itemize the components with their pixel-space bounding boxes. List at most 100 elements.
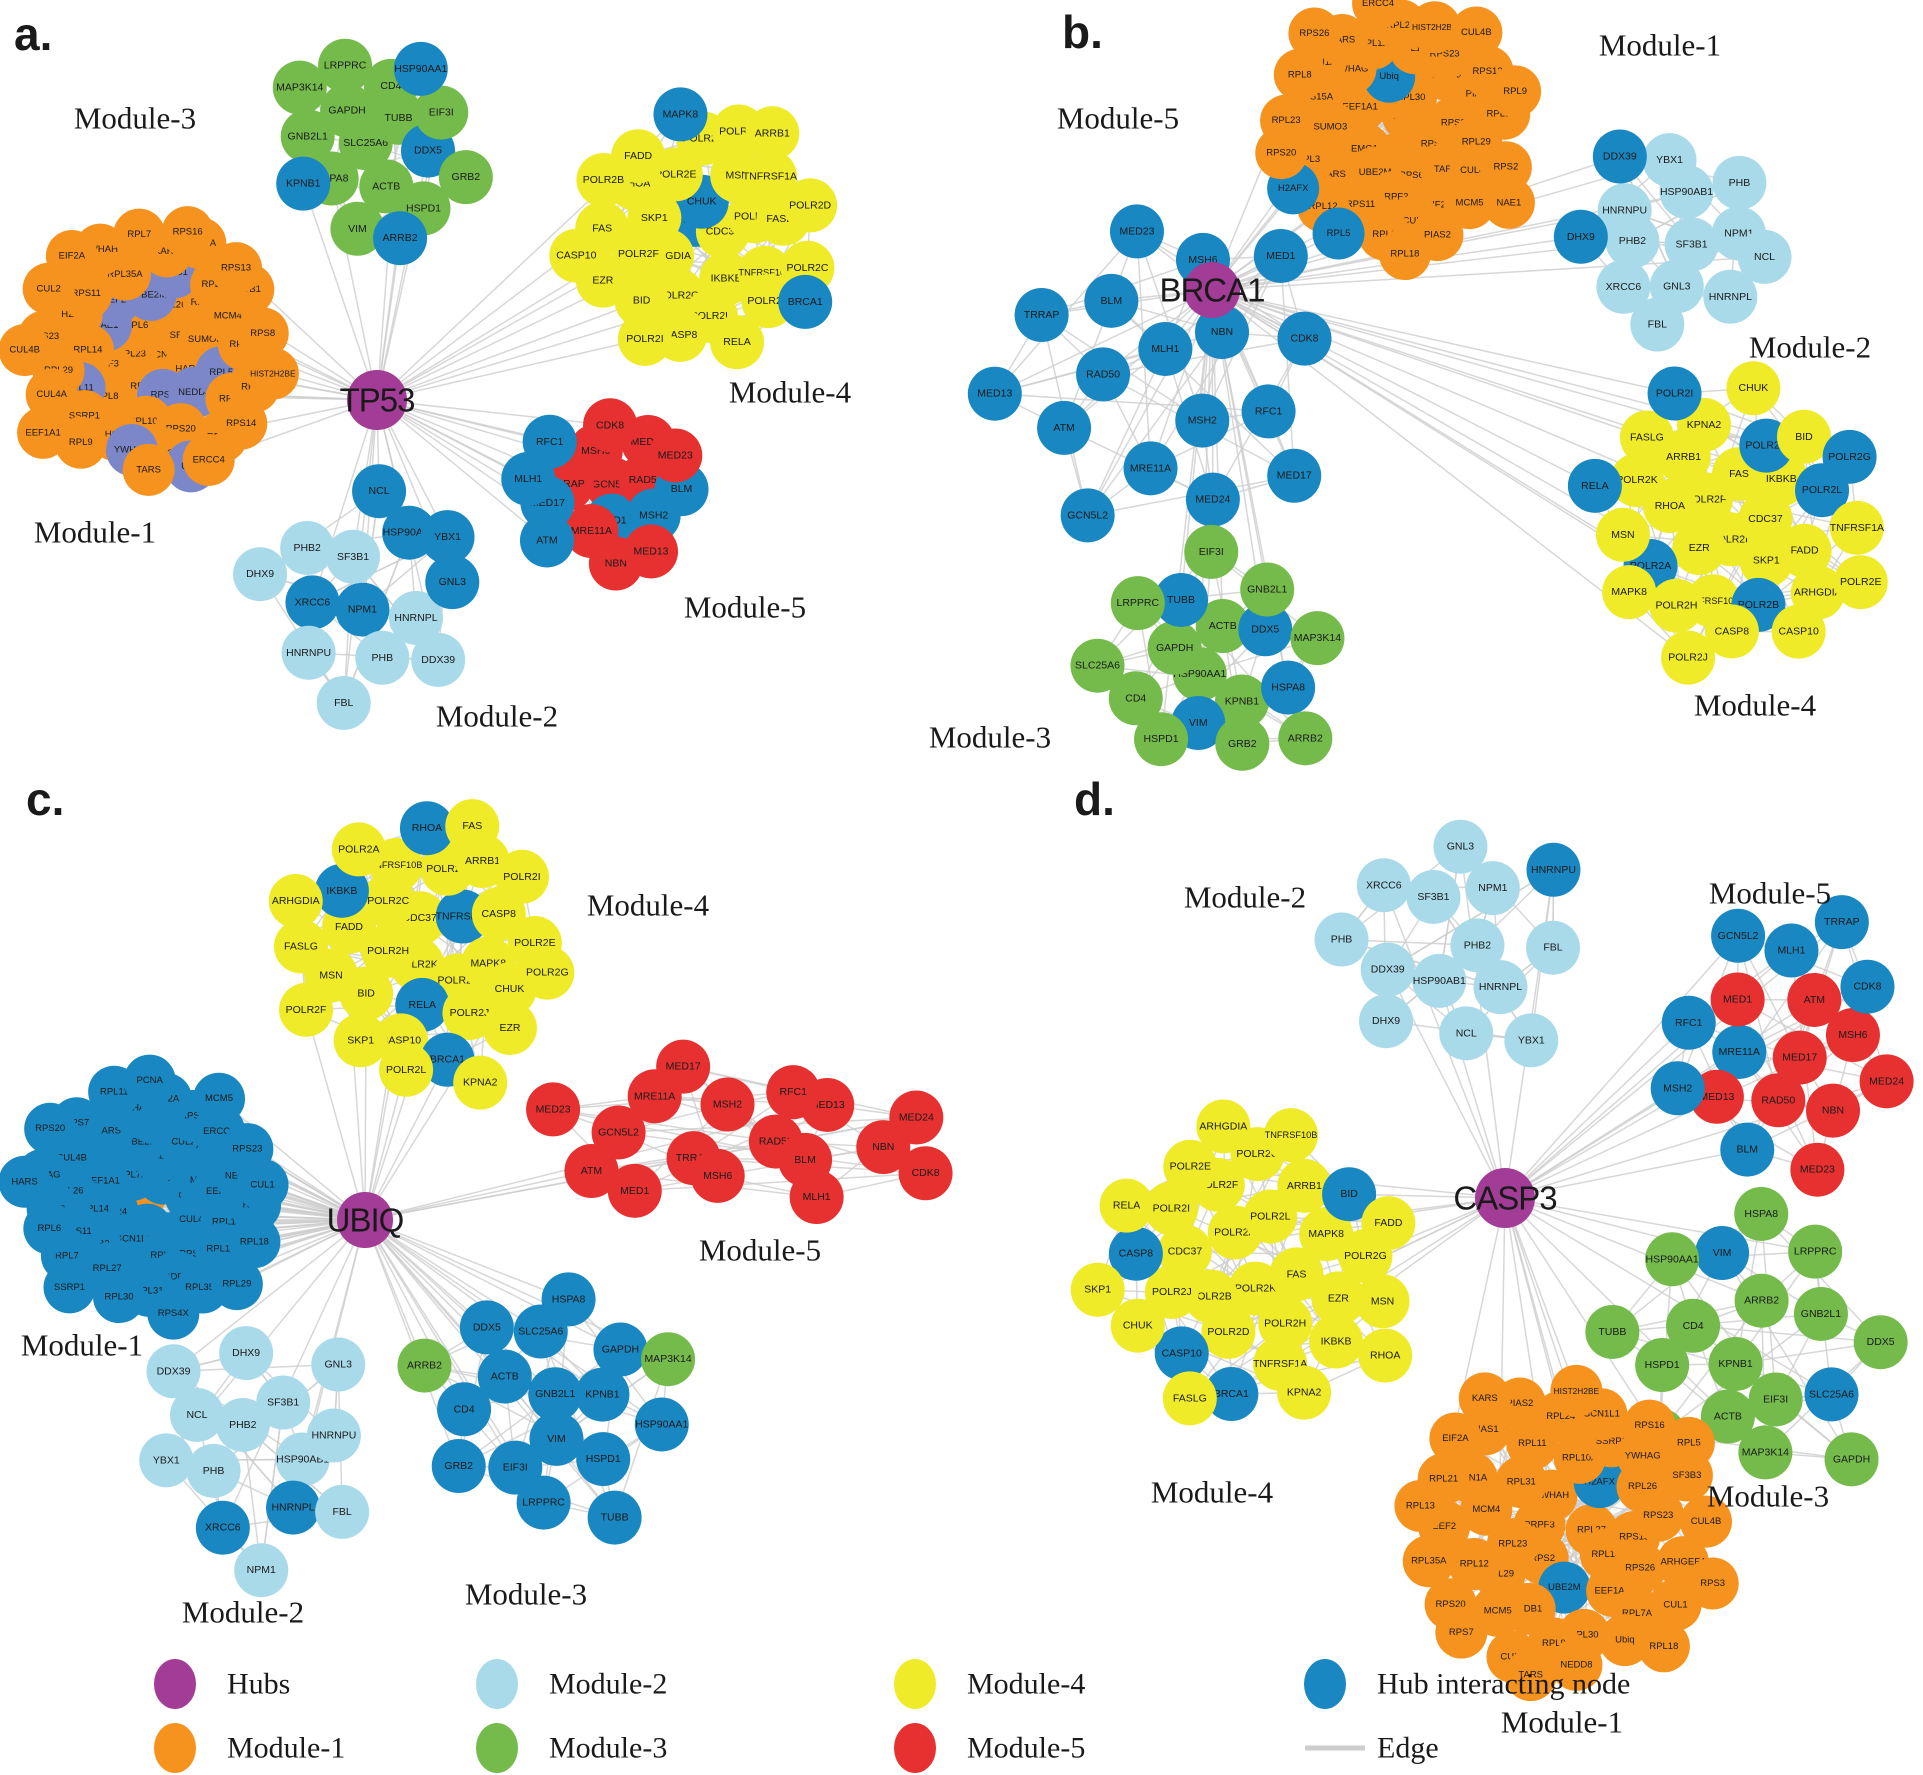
gene-node-circle bbox=[477, 1349, 532, 1404]
network-node: GRB2 bbox=[1215, 716, 1270, 771]
gene-node-label: RPS23 bbox=[1430, 48, 1460, 59]
gene-node-circle bbox=[193, 1072, 246, 1125]
legend-swatch bbox=[154, 1723, 196, 1773]
gene-node-label: MSH6 bbox=[1838, 1029, 1867, 1041]
gene-node-circle bbox=[528, 1367, 583, 1422]
gene-node-circle bbox=[1195, 599, 1250, 654]
gene-node-label: RPL23 bbox=[117, 349, 146, 360]
gene-node-circle bbox=[1504, 1013, 1559, 1068]
gene-node-circle bbox=[186, 1443, 241, 1498]
network-node: LRPPRC bbox=[1110, 576, 1165, 631]
gene-node-circle bbox=[273, 919, 328, 974]
gene-node-label: CD4 bbox=[454, 1403, 475, 1415]
hub-node-label: TP53 bbox=[340, 382, 415, 419]
gene-node-circle bbox=[1550, 1638, 1603, 1691]
network-node: CDK8 bbox=[898, 1146, 953, 1201]
gene-node-label: NBN bbox=[605, 558, 627, 570]
gene-node-label: EIF3I bbox=[429, 107, 454, 119]
hub-edge bbox=[1504, 1197, 1578, 1392]
gene-node-label: IKBKB bbox=[1766, 473, 1797, 485]
gene-node-label: HSPD1 bbox=[586, 1453, 621, 1465]
network-node: VIM bbox=[330, 201, 385, 256]
gene-node-label: RPL24 bbox=[1546, 1411, 1575, 1422]
gene-node-circle bbox=[1596, 259, 1651, 314]
network-node: RPL30 bbox=[93, 1271, 146, 1324]
gene-node-label: PHB2 bbox=[1619, 235, 1647, 247]
network-node: KPNB1 bbox=[1708, 1336, 1763, 1391]
gene-node-label: CASP8 bbox=[1119, 1248, 1154, 1260]
gene-node-label: UBE2M bbox=[1548, 1582, 1581, 1593]
network-node: GAPDH bbox=[1147, 620, 1202, 675]
gene-node-label: MAP3K14 bbox=[1294, 632, 1341, 644]
module-title: Module-3 bbox=[1707, 1479, 1829, 1514]
gene-node-circle bbox=[1070, 638, 1125, 693]
network-node: MAP3K14 bbox=[272, 60, 327, 115]
gene-node-circle bbox=[1138, 321, 1193, 376]
gene-node-label: RPS26 bbox=[1625, 1563, 1655, 1574]
gene-node-circle bbox=[459, 1300, 514, 1355]
network-node: TNFRSF1A bbox=[1830, 500, 1884, 555]
gene-node-label: KARS bbox=[1320, 169, 1346, 180]
gene-node-circle bbox=[745, 106, 800, 161]
network-node: BRCA1 bbox=[778, 274, 833, 329]
gene-node-circle bbox=[1322, 1167, 1377, 1222]
gene-node-circle bbox=[215, 397, 268, 450]
gene-node-circle bbox=[1450, 6, 1503, 59]
network-node: POLR2I bbox=[1647, 366, 1702, 421]
gene-node-label: RELA bbox=[409, 999, 436, 1011]
gene-node-circle bbox=[1751, 1073, 1806, 1128]
gene-node-circle bbox=[1439, 1006, 1494, 1061]
gene-node-label: PHB bbox=[372, 652, 394, 664]
network-node: GNL3 bbox=[1433, 819, 1488, 874]
gene-node-circle bbox=[1277, 1158, 1332, 1213]
gene-node-label: RPL8 bbox=[1288, 69, 1312, 80]
network-node: XRCC6 bbox=[1596, 259, 1651, 314]
gene-node-label: TUBB bbox=[601, 1512, 629, 1524]
network-node: PCNA bbox=[123, 1054, 176, 1107]
gene-node-circle bbox=[1661, 630, 1716, 685]
gene-node-label: TUBB bbox=[1167, 594, 1195, 606]
gene-node-label: CD4 bbox=[380, 80, 401, 92]
gene-node-circle bbox=[431, 1439, 486, 1494]
network-node: RHOA bbox=[1358, 1328, 1413, 1383]
network-node: HNRNPU bbox=[1526, 842, 1581, 897]
gene-node-label: BRCA1 bbox=[430, 1054, 465, 1066]
network-node: XRCC6 bbox=[195, 1500, 250, 1555]
gene-node-label: TNFRSF10B bbox=[738, 268, 791, 278]
gene-node-label: ATM bbox=[1804, 994, 1825, 1006]
gene-node-circle bbox=[1777, 523, 1832, 578]
gene-node-label: MED24 bbox=[1869, 1075, 1904, 1087]
gene-node-label: MED13 bbox=[634, 545, 669, 557]
gene-node-label: DHX9 bbox=[1567, 231, 1595, 243]
gene-node-label: MED1 bbox=[1266, 250, 1295, 262]
gene-node-label: POLR2D bbox=[1207, 1326, 1249, 1338]
gene-node-label: RHOA bbox=[1655, 500, 1685, 512]
gene-node-circle bbox=[1204, 1367, 1259, 1422]
module-title: Module-2 bbox=[436, 699, 558, 734]
gene-node-label: RPL7A bbox=[1622, 1608, 1653, 1619]
network-node: MED23 bbox=[1109, 204, 1164, 259]
hub-node: BRCA1 bbox=[1159, 262, 1266, 318]
network-node: TUBB bbox=[1585, 1304, 1640, 1359]
network-node: DDX5 bbox=[459, 1300, 514, 1355]
gene-node-label: MAP3K14 bbox=[644, 1353, 691, 1365]
gene-node-label: PCNA bbox=[148, 349, 175, 360]
gene-node-circle bbox=[1355, 1274, 1410, 1329]
gene-node-circle bbox=[1806, 1083, 1861, 1138]
gene-node-label: ARHGDIA bbox=[1794, 586, 1842, 598]
gene-node-circle bbox=[314, 863, 369, 918]
gene-node-label: SF3B1 bbox=[267, 1397, 299, 1409]
network-node: MAPK8 bbox=[1299, 1207, 1354, 1262]
network-node: SF3B1 bbox=[325, 529, 380, 584]
gene-node-circle bbox=[1642, 133, 1697, 188]
gene-node-circle bbox=[634, 1397, 689, 1452]
network-node: RFC1 bbox=[1661, 995, 1716, 1050]
legend-swatch bbox=[1304, 1659, 1346, 1709]
gene-node-circle bbox=[587, 1490, 642, 1545]
gene-node-label: MSH2 bbox=[713, 1099, 742, 1111]
gene-node-circle bbox=[889, 1090, 944, 1145]
gene-node-circle bbox=[1703, 269, 1758, 324]
module-title: Module-4 bbox=[729, 375, 852, 410]
gene-node-circle bbox=[280, 109, 335, 164]
gene-node-label: MRE11A bbox=[1719, 1046, 1760, 1058]
